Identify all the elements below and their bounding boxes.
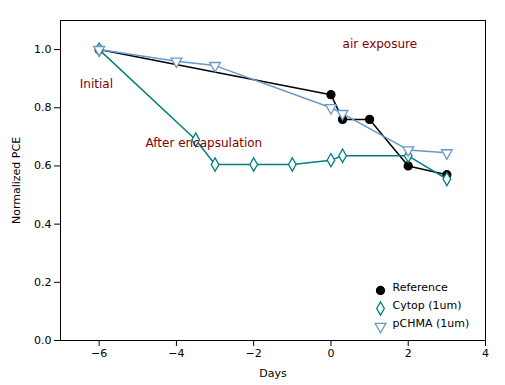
svg-text:0.0: 0.0: [34, 334, 52, 347]
svg-text:Days: Days: [259, 367, 287, 380]
svg-text:4: 4: [482, 347, 489, 360]
svg-text:0.8: 0.8: [34, 101, 52, 114]
svg-text:2: 2: [405, 347, 412, 360]
svg-text:0.6: 0.6: [34, 159, 52, 172]
svg-text:air exposure: air exposure: [343, 37, 418, 51]
svg-text:Cytop (1um): Cytop (1um): [393, 299, 462, 312]
svg-text:Initial: Initial: [80, 77, 113, 91]
svg-text:−2: −2: [246, 347, 262, 360]
svg-text:0.2: 0.2: [34, 276, 52, 289]
svg-text:Reference: Reference: [393, 281, 449, 294]
svg-text:1.0: 1.0: [34, 43, 52, 56]
svg-text:0: 0: [327, 347, 334, 360]
svg-text:−6: −6: [91, 347, 107, 360]
svg-text:0.4: 0.4: [34, 218, 52, 231]
svg-text:pCHMA (1um): pCHMA (1um): [393, 317, 470, 330]
svg-text:Normalized PCE: Normalized PCE: [10, 137, 23, 224]
svg-text:−4: −4: [168, 347, 184, 360]
svg-text:After encapsulation: After encapsulation: [146, 136, 263, 150]
